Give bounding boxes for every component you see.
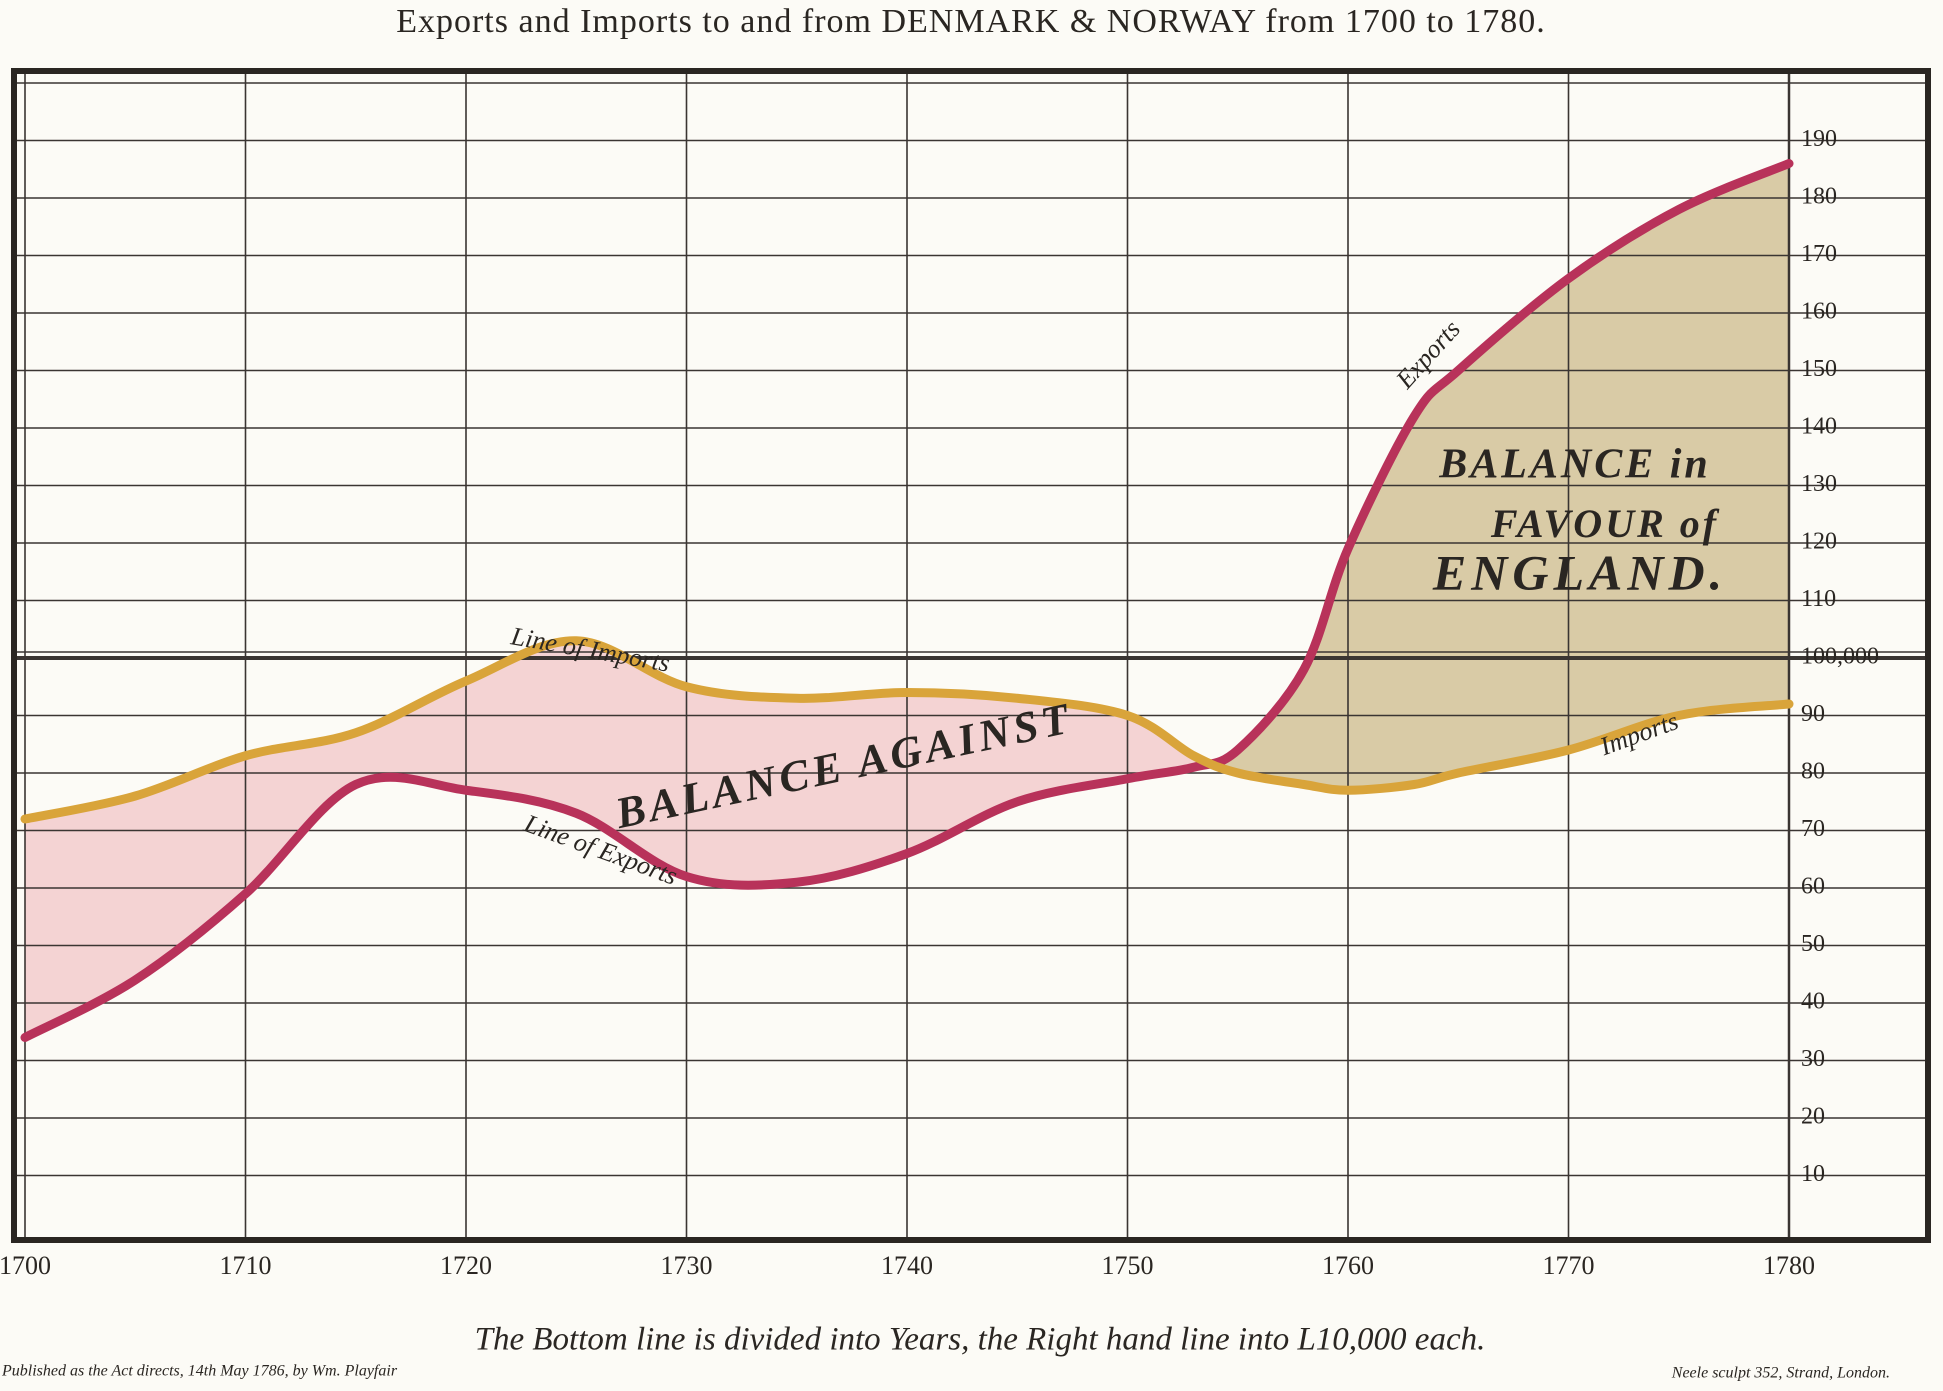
plot: 10 20 30 40 50 60 70 80 90 100,000 110 120 130 140 150… bbox=[0, 74, 1925, 1280]
y-tick-label: 160 bbox=[1801, 299, 1837, 325]
credit: Published as the Act directs, 14th May 1… bbox=[1, 1363, 398, 1380]
y-tick-label: 40 bbox=[1801, 989, 1825, 1015]
x-tick-label: 1770 bbox=[1543, 1251, 1595, 1280]
y-tick-label: 20 bbox=[1801, 1104, 1825, 1130]
y-tick-label: 50 bbox=[1801, 931, 1825, 957]
x-tick-label: 1700 bbox=[0, 1251, 51, 1280]
x-tick-label: 1710 bbox=[220, 1251, 272, 1280]
y-tick-label: 30 bbox=[1801, 1046, 1825, 1072]
chart-title: Exports and Imports to and from DENMARK … bbox=[396, 3, 1546, 40]
credit: Neele sculpt 352, Strand, London. bbox=[1671, 1365, 1890, 1382]
x-tick-label: 1750 bbox=[1102, 1251, 1154, 1280]
y-tick-label: 120 bbox=[1801, 529, 1837, 555]
y-tick-label: 10 bbox=[1801, 1161, 1825, 1187]
y-tick-label: 130 bbox=[1801, 471, 1837, 497]
annotation: BALANCE in bbox=[1438, 442, 1711, 488]
x-tick-label: 1740 bbox=[881, 1251, 933, 1280]
y-tick-label: 190 bbox=[1801, 126, 1837, 152]
x-tick-label: 1730 bbox=[661, 1251, 713, 1280]
y-tick-label: 180 bbox=[1801, 184, 1837, 210]
x-tick-label: 1760 bbox=[1322, 1251, 1374, 1280]
series-line bbox=[20, 159, 1794, 1042]
series-line bbox=[20, 636, 1794, 824]
y-tick-label: 60 bbox=[1801, 874, 1825, 900]
annotation: ENGLAND. bbox=[1432, 544, 1727, 600]
y-tick-label: 110 bbox=[1801, 586, 1836, 612]
y-tick-label: 70 bbox=[1801, 816, 1825, 842]
y-tick-label: 100,000 bbox=[1801, 644, 1879, 670]
frame bbox=[11, 68, 1931, 1243]
y-tick-label: 80 bbox=[1801, 759, 1825, 785]
y-tick-label: 150 bbox=[1801, 356, 1837, 382]
x-tick-label: 1720 bbox=[440, 1251, 492, 1280]
y-tick-label: 170 bbox=[1801, 241, 1837, 267]
annotation: FAVOUR of bbox=[1490, 501, 1720, 546]
x-tick-label: 1780 bbox=[1763, 1251, 1815, 1280]
axis-note: The Bottom line is divided into Years, t… bbox=[475, 1322, 1486, 1358]
y-tick-label: 140 bbox=[1801, 414, 1837, 440]
y-tick-label: 90 bbox=[1801, 701, 1825, 727]
